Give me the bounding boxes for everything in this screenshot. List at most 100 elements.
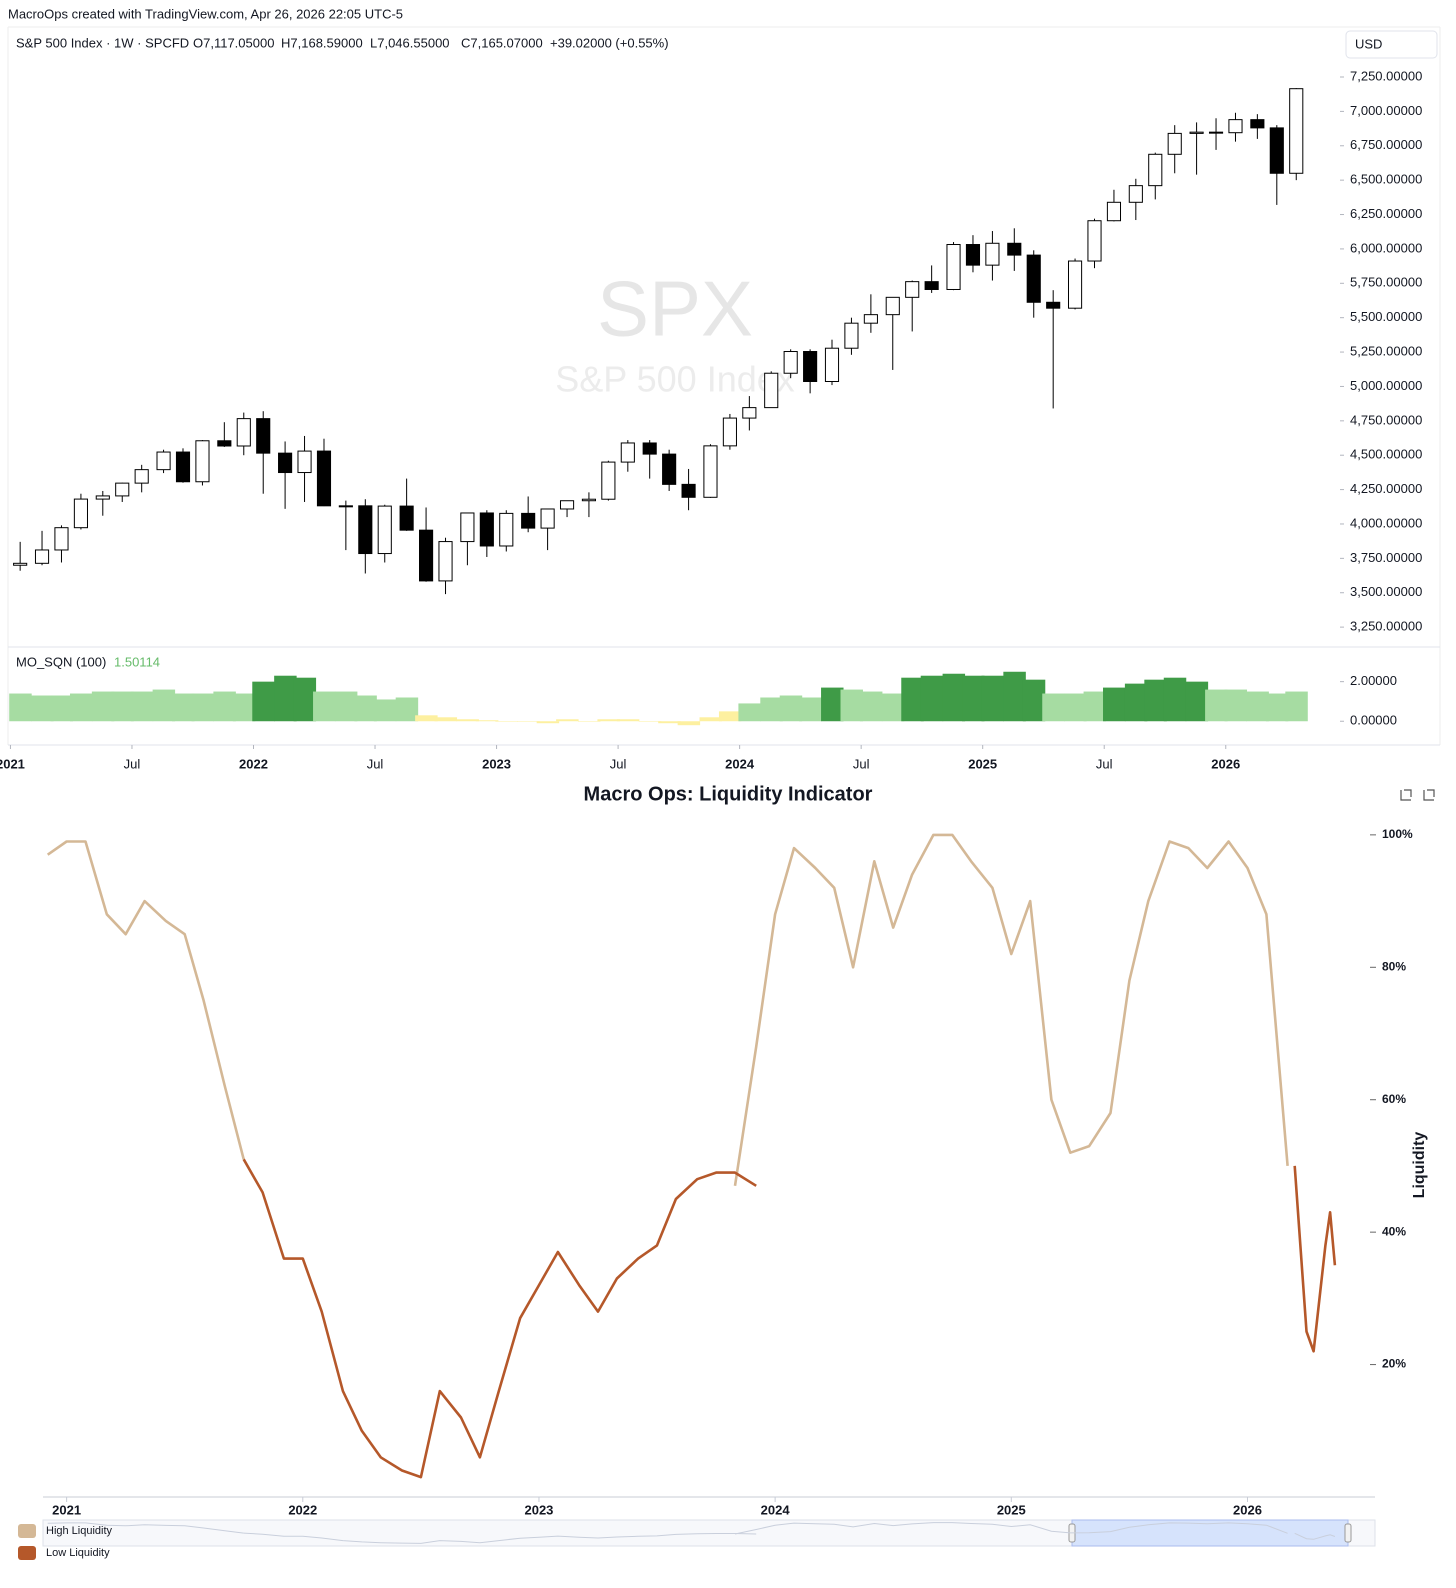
candle-body (54, 527, 69, 551)
indicator-bar (699, 717, 722, 722)
symbol-title: S&P 500 Index · 1W · SPCFD (16, 35, 189, 50)
indicator-bar (495, 721, 518, 722)
currency-box[interactable] (1345, 30, 1438, 59)
indicator-title: MO_SQN (100) (16, 654, 106, 669)
candle-body (399, 505, 414, 531)
candle-body (156, 451, 171, 471)
candle-body (316, 450, 332, 507)
legend-swatch (18, 1524, 36, 1538)
quote-change: +39.02000 (+0.55%) (550, 35, 669, 50)
indicator-bar (760, 697, 783, 722)
y-tick-label: 0.00000 (1350, 713, 1397, 728)
indicator-bar (232, 693, 256, 722)
y-tick-label: 2.00000 (1350, 673, 1397, 688)
indicator-bar (334, 691, 358, 722)
candle-body (438, 541, 453, 582)
candle-body (1128, 185, 1143, 203)
candle-body (905, 281, 920, 298)
candle-body (722, 417, 737, 447)
indicator-bar (859, 691, 883, 722)
y-tick-label: 4,500.00000 (1350, 447, 1422, 462)
y-tick-label: 100% (1382, 827, 1413, 841)
candle-body (460, 512, 475, 543)
quote-close: C7,165.07000 (461, 35, 543, 50)
x-tick-label: 2026 (1211, 756, 1240, 771)
indicator-bar (658, 721, 681, 724)
indicator-bar (577, 721, 601, 722)
candle-body (703, 445, 718, 498)
y-tick-label: 6,500.00000 (1350, 172, 1422, 187)
indicator-bar (69, 693, 93, 722)
candle-body (236, 418, 251, 447)
zoom-icon[interactable] (1400, 789, 1412, 801)
x-tick-label: 2021 (0, 756, 25, 771)
candle-body (115, 482, 130, 497)
indicator-bar (1285, 691, 1308, 722)
y-tick-label: 4,000.00000 (1350, 515, 1422, 530)
indicator-bar (517, 721, 540, 722)
candle-body (1228, 119, 1243, 134)
restore-icon[interactable] (1423, 789, 1435, 801)
candle-body (377, 505, 392, 555)
indicator-bar (1246, 691, 1269, 722)
y-tick-label: 3,250.00000 (1350, 619, 1422, 634)
indicator-bar (536, 721, 560, 724)
indicator-bar (779, 695, 803, 722)
candle-body (1208, 131, 1224, 134)
candle-body (419, 529, 434, 582)
x-tick-label: Jul (1096, 756, 1113, 771)
indicator-bar (91, 691, 115, 722)
y-tick-label: 7,250.00000 (1350, 68, 1422, 83)
y-tick-label: 20% (1382, 1357, 1406, 1371)
indicator-bar (415, 715, 438, 722)
indicator-bar (1265, 693, 1289, 722)
candle-body (358, 505, 373, 555)
y-tick-label: 3,500.00000 (1350, 584, 1422, 599)
candle-body (134, 469, 149, 484)
navigator-handle[interactable] (1344, 1523, 1352, 1543)
indicator-bar (475, 720, 499, 722)
candle-body (499, 512, 514, 547)
candle-body (681, 483, 696, 498)
indicator-bar (9, 693, 32, 722)
indicator-bar (1003, 671, 1026, 722)
candle-body (1289, 88, 1304, 174)
indicator-bar (50, 695, 74, 722)
indicator-bar (252, 681, 275, 722)
candle-body (1007, 242, 1022, 256)
legend-label[interactable]: Low Liquidity (46, 1547, 110, 1559)
y-tick-label: 3,750.00000 (1350, 550, 1422, 565)
indicator-bar (172, 693, 195, 722)
candle-body (1167, 132, 1182, 155)
navigator-selection[interactable] (1071, 1519, 1349, 1547)
candle-body (13, 562, 28, 566)
x-tick-label: Jul (853, 756, 870, 771)
candle-body (1046, 301, 1061, 309)
x-tick-label: 2026 (1233, 1502, 1262, 1517)
y-tick-label: 60% (1382, 1092, 1406, 1106)
quote-low: L7,046.55000 (370, 35, 450, 50)
candle-body (195, 440, 210, 483)
candle-body (885, 296, 900, 316)
x-tick-label: Jul (610, 756, 627, 771)
candle-body (581, 498, 596, 502)
candle-body (278, 452, 293, 474)
legend-label[interactable]: High Liquidity (46, 1525, 113, 1537)
indicator-bar (638, 721, 662, 722)
indicator-bar (274, 675, 297, 722)
candle-body (297, 450, 312, 474)
candle-body (175, 451, 191, 483)
indicator-bar (1144, 679, 1167, 722)
candle-body (1189, 131, 1204, 134)
y-tick-label: 80% (1382, 959, 1406, 973)
candle-body (256, 418, 271, 454)
candle-body (1250, 119, 1265, 129)
x-tick-label: 2021 (52, 1502, 81, 1517)
indicator-bar (1064, 693, 1087, 722)
indicator-bar (821, 687, 844, 722)
indicator-bar (1124, 683, 1148, 722)
toolbar-icons[interactable] (1400, 789, 1435, 801)
candle-body (662, 453, 677, 485)
candle-body (924, 281, 939, 290)
